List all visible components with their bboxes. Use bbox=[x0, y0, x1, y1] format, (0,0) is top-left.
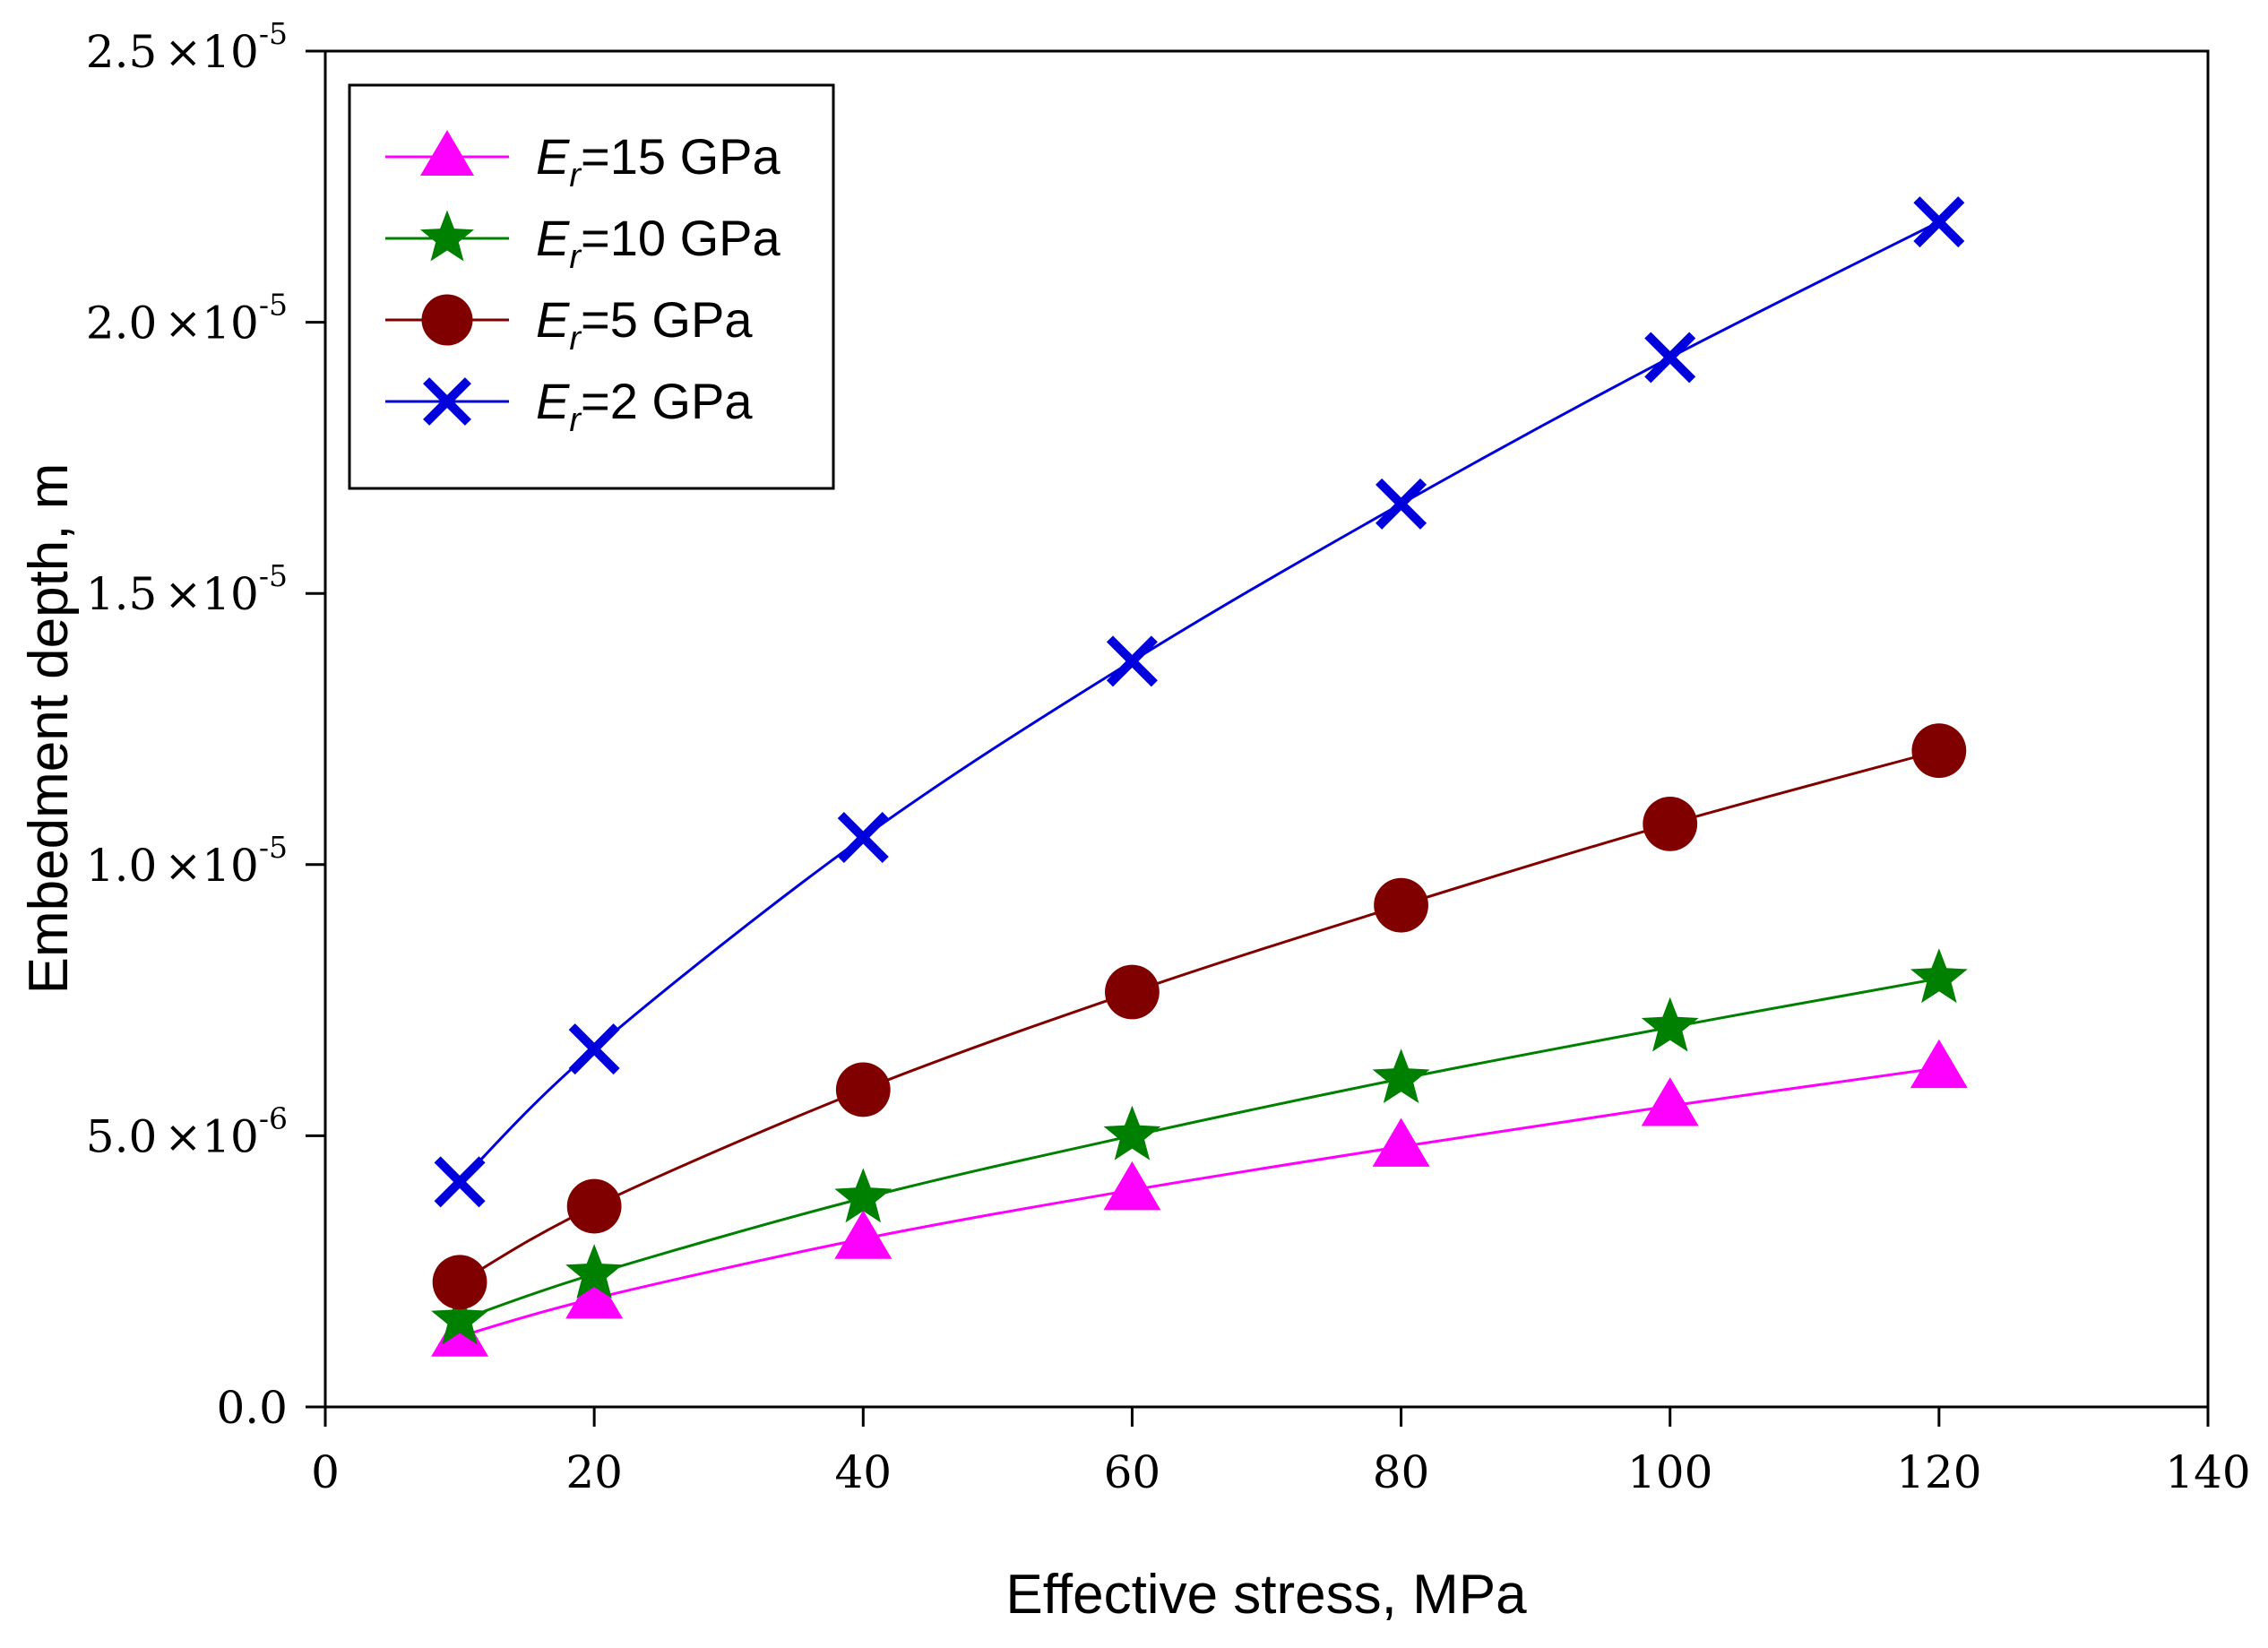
y-tick-label: 0.0 bbox=[216, 1382, 288, 1434]
series-1 bbox=[431, 1039, 1968, 1357]
data-point bbox=[1913, 196, 1965, 248]
y-tick-label: 5.0 ×10-6 bbox=[86, 1100, 288, 1162]
legend: Er=15 GPa Er=10 GPa Er=5 GPa Er=2 GPa bbox=[348, 83, 835, 490]
legend-label: Er=5 GPa bbox=[536, 291, 753, 358]
x-tick-label: 0 bbox=[311, 1446, 340, 1498]
series-line bbox=[459, 977, 1940, 1322]
data-point bbox=[1910, 1039, 1968, 1089]
data-point bbox=[568, 1023, 620, 1075]
legend-entry: Er=10 GPa bbox=[385, 210, 780, 276]
series-2 bbox=[431, 948, 1968, 1345]
legend-marker bbox=[420, 130, 474, 176]
data-point bbox=[1375, 478, 1427, 530]
data-point bbox=[1911, 723, 1967, 779]
data-point bbox=[1103, 1105, 1161, 1161]
data-point bbox=[1372, 1048, 1430, 1103]
legend-label: Er=15 GPa bbox=[536, 128, 780, 194]
x-tick-label: 40 bbox=[834, 1446, 892, 1498]
data-point bbox=[431, 1290, 488, 1345]
y-tick-label: 1.5 ×10-5 bbox=[86, 558, 288, 620]
series-line bbox=[459, 1066, 1940, 1338]
data-point bbox=[1106, 635, 1158, 687]
data-point bbox=[1641, 1077, 1699, 1126]
data-point bbox=[432, 1255, 487, 1310]
series-4 bbox=[434, 196, 1965, 1208]
y-tick-label: 2.0 ×10-5 bbox=[86, 288, 288, 349]
series-layer bbox=[431, 196, 1968, 1357]
data-point bbox=[834, 1210, 893, 1259]
legend-marker bbox=[423, 377, 471, 426]
legend-marker bbox=[421, 294, 473, 346]
data-point bbox=[1641, 997, 1699, 1052]
x-axis: 0 20 40 60 80 100 120 140 bbox=[311, 1407, 2251, 1498]
x-tick-label: 140 bbox=[2165, 1446, 2250, 1498]
y-axis: 0.0 5.0 ×10-6 1.0 ×10-5 1.5 ×10-5 2.0 ×10-5 2.5 ×1… bbox=[86, 16, 325, 1434]
legend-entry: Er=5 GPa bbox=[385, 291, 753, 358]
series-3 bbox=[432, 723, 1967, 1310]
x-axis-title: Effective stress, MPa bbox=[1005, 1564, 1527, 1626]
series-line bbox=[459, 749, 1940, 1284]
data-point bbox=[434, 1156, 486, 1208]
legend-marker bbox=[420, 210, 474, 262]
plot-frame bbox=[323, 49, 2210, 1409]
data-point bbox=[1910, 948, 1968, 1004]
x-tick-label: 120 bbox=[1896, 1446, 1981, 1498]
data-point bbox=[835, 1062, 891, 1117]
data-point bbox=[1374, 877, 1428, 933]
data-point bbox=[1103, 1161, 1161, 1211]
data-point bbox=[837, 812, 889, 864]
y-tick-label: 2.5 ×10-5 bbox=[86, 16, 288, 78]
data-point bbox=[1372, 1117, 1430, 1167]
x-tick-label: 60 bbox=[1104, 1446, 1161, 1498]
x-tick-label: 100 bbox=[1627, 1446, 1712, 1498]
data-point bbox=[1105, 964, 1160, 1020]
y-tick-label: 1.0 ×10-5 bbox=[86, 830, 288, 892]
data-point bbox=[834, 1168, 893, 1223]
legend-label: Er=2 GPa bbox=[536, 373, 753, 439]
y-axis-title: Embedment depth, m bbox=[18, 463, 80, 995]
legend-entry: Er=15 GPa bbox=[385, 128, 780, 194]
data-point bbox=[566, 1178, 622, 1234]
data-point bbox=[565, 1244, 624, 1299]
data-point bbox=[1643, 797, 1698, 851]
data-point bbox=[565, 1269, 624, 1319]
legend-label: Er=10 GPa bbox=[536, 210, 780, 276]
legend-entry: Er=2 GPa bbox=[385, 373, 753, 439]
x-tick-label: 20 bbox=[565, 1446, 623, 1498]
x-tick-label: 80 bbox=[1373, 1446, 1430, 1498]
data-point bbox=[1644, 332, 1696, 384]
